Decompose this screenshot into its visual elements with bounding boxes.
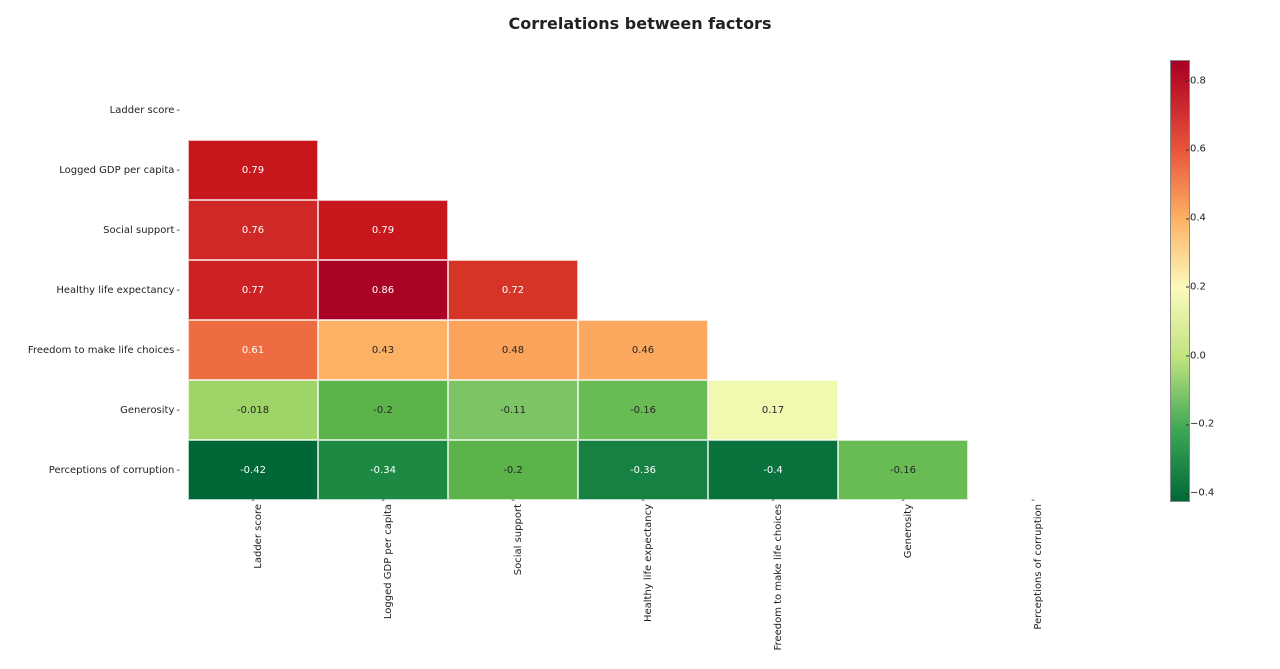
heatmap-cell: -0.11: [448, 380, 578, 440]
x-label-text: Logged GDP per capita: [383, 504, 394, 619]
heatmap-cell: [968, 440, 1098, 500]
heatmap-cell: -0.2: [318, 380, 448, 440]
x-label: -Social support: [448, 504, 578, 654]
heatmap-cell: 0.86: [318, 260, 448, 320]
x-label: -Freedom to make life choices: [708, 504, 838, 654]
x-label: -Ladder score: [188, 504, 318, 654]
figure: Correlations between factors Ladder scor…: [0, 0, 1280, 669]
heatmap-cell: [838, 80, 968, 140]
heatmap-cell: [578, 80, 708, 140]
y-tick-dash: -: [176, 225, 180, 236]
heatmap-cell: 0.61: [188, 320, 318, 380]
heatmap-cell: -0.42: [188, 440, 318, 500]
heatmap-cell: -0.34: [318, 440, 448, 500]
heatmap-cell: [708, 260, 838, 320]
colorbar-tick: 0.6: [1190, 144, 1206, 155]
colorbar-gradient: [1170, 60, 1190, 502]
heatmap-cell: [318, 140, 448, 200]
x-label-text: Generosity: [903, 504, 914, 558]
colorbar-tick: 0.0: [1190, 350, 1206, 361]
y-tick-dash: -: [176, 345, 180, 356]
heatmap-cell: [188, 80, 318, 140]
y-tick-dash: -: [176, 165, 180, 176]
colorbar-tick: 0.2: [1190, 281, 1206, 292]
heatmap-cell: [838, 320, 968, 380]
heatmap-cell: [838, 380, 968, 440]
heatmap-cell: [838, 140, 968, 200]
y-label-text: Social support: [103, 225, 174, 236]
y-label: Logged GDP per capita-: [0, 140, 184, 200]
heatmap-cell: [448, 200, 578, 260]
colorbar-tick: 0.4: [1190, 213, 1206, 224]
x-label-text: Perceptions of corruption: [1033, 504, 1044, 630]
heatmap-grid: 0.790.760.790.770.860.720.610.430.480.46…: [188, 80, 1098, 500]
heatmap-cell: [968, 260, 1098, 320]
x-label: -Perceptions of corruption: [968, 504, 1098, 654]
y-label: Social support-: [0, 200, 184, 260]
heatmap-cell: 0.79: [188, 140, 318, 200]
heatmap-cell: [578, 200, 708, 260]
heatmap-cell: -0.018: [188, 380, 318, 440]
y-label: Freedom to make life choices-: [0, 320, 184, 380]
y-label: Ladder score-: [0, 80, 184, 140]
heatmap-cell: [968, 80, 1098, 140]
heatmap-cell: [968, 200, 1098, 260]
heatmap-cell: 0.79: [318, 200, 448, 260]
heatmap-cell: 0.77: [188, 260, 318, 320]
y-label: Perceptions of corruption-: [0, 440, 184, 500]
x-label-text: Healthy life expectancy: [643, 504, 654, 622]
heatmap-cell: -0.16: [578, 380, 708, 440]
heatmap-cell: 0.46: [578, 320, 708, 380]
y-tick-dash: -: [176, 405, 180, 416]
y-label-text: Healthy life expectancy: [56, 285, 174, 296]
y-label-text: Perceptions of corruption: [49, 465, 175, 476]
colorbar-tick: −0.2: [1190, 419, 1214, 430]
heatmap-cell: [578, 260, 708, 320]
x-axis-labels: -Ladder score-Logged GDP per capita-Soci…: [188, 504, 1098, 654]
heatmap-cell: -0.4: [708, 440, 838, 500]
heatmap-cell: 0.72: [448, 260, 578, 320]
y-label-text: Freedom to make life choices: [28, 345, 174, 356]
heatmap-cell: [968, 320, 1098, 380]
heatmap-cell: 0.17: [708, 380, 838, 440]
heatmap-cell: [968, 380, 1098, 440]
heatmap-cell: [838, 200, 968, 260]
y-label-text: Logged GDP per capita: [59, 165, 174, 176]
colorbar-tick: 0.8: [1190, 75, 1206, 86]
x-label: -Generosity: [838, 504, 968, 654]
chart-title: Correlations between factors: [0, 14, 1280, 33]
heatmap-cell: [318, 80, 448, 140]
heatmap-cell: [708, 200, 838, 260]
x-label-text: Ladder score: [253, 504, 264, 569]
heatmap-cell: [838, 260, 968, 320]
y-tick-dash: -: [176, 105, 180, 116]
heatmap-cell: 0.43: [318, 320, 448, 380]
y-label: Generosity-: [0, 380, 184, 440]
heatmap-cell: [968, 140, 1098, 200]
heatmap-cell: [578, 140, 708, 200]
y-tick-dash: -: [176, 465, 180, 476]
y-label-text: Generosity: [120, 405, 174, 416]
x-label: -Logged GDP per capita: [318, 504, 448, 654]
heatmap-cell: -0.16: [838, 440, 968, 500]
y-tick-dash: -: [176, 285, 180, 296]
x-label: -Healthy life expectancy: [578, 504, 708, 654]
y-axis-labels: Ladder score-Logged GDP per capita-Socia…: [0, 80, 184, 500]
heatmap-cell: 0.48: [448, 320, 578, 380]
colorbar: −0.4 −0.2 0.0 0.2 0.4 0.6 0.8: [1170, 60, 1230, 500]
x-label-text: Freedom to make life choices: [773, 504, 784, 650]
heatmap-plot-area: 0.790.760.790.770.860.720.610.430.480.46…: [188, 80, 1098, 500]
heatmap-cell: [708, 320, 838, 380]
heatmap-cell: [708, 140, 838, 200]
heatmap-cell: [448, 140, 578, 200]
colorbar-tick: −0.4: [1190, 488, 1214, 499]
y-label-text: Ladder score: [110, 105, 175, 116]
heatmap-cell: [708, 80, 838, 140]
x-label-text: Social support: [513, 504, 524, 575]
heatmap-cell: [448, 80, 578, 140]
heatmap-cell: 0.76: [188, 200, 318, 260]
heatmap-cell: -0.2: [448, 440, 578, 500]
heatmap-cell: -0.36: [578, 440, 708, 500]
y-label: Healthy life expectancy-: [0, 260, 184, 320]
